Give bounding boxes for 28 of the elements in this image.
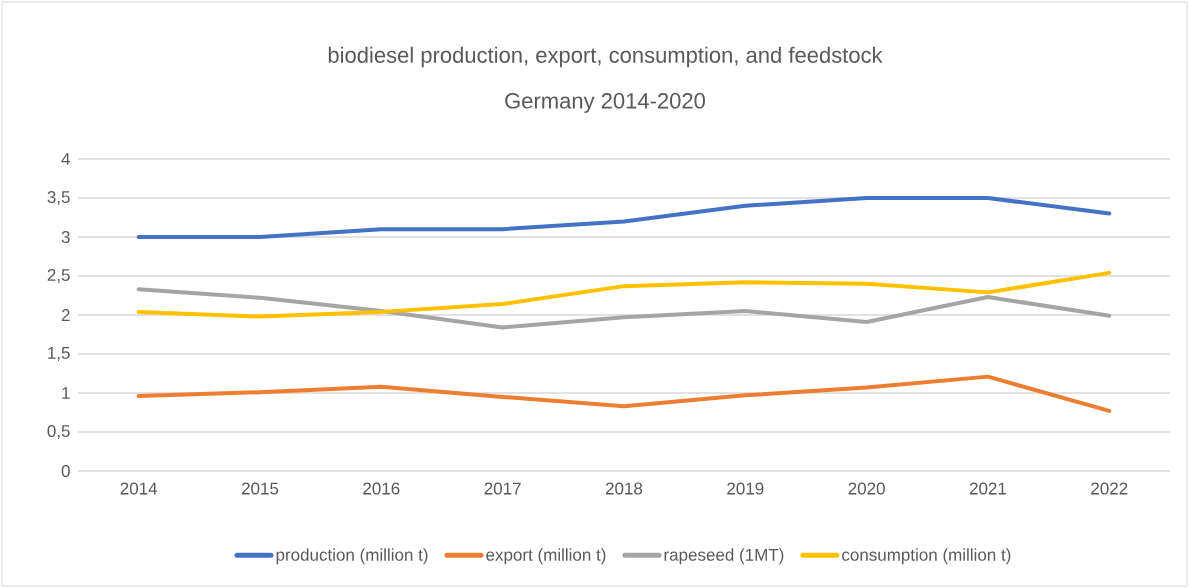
x-tick-label: 2014: [120, 482, 158, 495]
x-tick-label: 2018: [605, 482, 643, 495]
line-series: [136, 196, 1112, 239]
x-tick-label: 2021: [969, 482, 1007, 495]
legend-label: rapeseed (1MT): [664, 548, 784, 565]
y-tick-label: 3,5: [47, 190, 70, 206]
y-tick-label: 1,5: [48, 347, 70, 361]
y-tick-label: 4: [61, 153, 70, 165]
y-tick-label: 3: [61, 230, 70, 244]
legend-label: export (million t): [486, 548, 606, 565]
legend-label: production (million t): [276, 548, 428, 565]
line-series: [136, 287, 1112, 330]
y-tick-label: 0: [61, 464, 70, 478]
line-series: [136, 374, 1112, 413]
y-tick-label: 2: [61, 309, 70, 321]
x-tick-label: 2019: [727, 482, 764, 495]
x-tick-label: 2020: [848, 482, 885, 495]
chart-title: biodiesel production, export, consumption, and feedstock: [328, 46, 883, 68]
line-series: [136, 270, 1112, 319]
y-tick-label: 0,5: [47, 424, 70, 440]
x-tick-label: 2015: [241, 482, 279, 495]
y-tick-label: 1: [62, 387, 70, 399]
x-tick-label: 2022: [1091, 482, 1128, 495]
x-tick-label: 2017: [484, 482, 521, 495]
chart-subtitle: Germany 2014-2020: [505, 93, 705, 113]
y-tick-label: 2,5: [47, 268, 70, 284]
legend-label: consumption (million t): [842, 548, 1011, 565]
x-tick-label: 2016: [363, 482, 400, 495]
